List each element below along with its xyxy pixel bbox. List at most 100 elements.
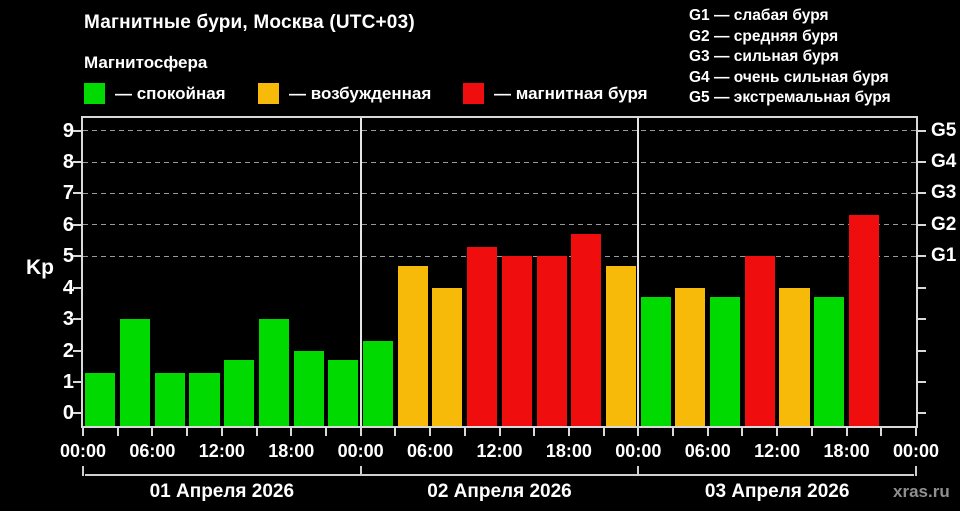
x-tick [741, 428, 744, 436]
xras-watermark: xras.ru [893, 482, 950, 501]
x-tick [394, 428, 397, 436]
g-scale-label-g2: G2 [931, 213, 957, 235]
g-scale-label-g4: G4 [931, 151, 957, 172]
kp-bar [501, 256, 532, 426]
magnetosphere-label: Магнитосфера [84, 53, 208, 72]
legend-item-quiet: — спокойная [84, 83, 226, 104]
kp-bar [224, 360, 255, 426]
day-separator [637, 118, 640, 426]
storm-scale-legend: G1 — слабая буря G2 — средняя буря G3 — си… [689, 6, 891, 109]
storm-scale-item: G5 — экстремальная буря [689, 89, 891, 107]
kp-bar [744, 256, 775, 426]
y-tick-label: 0 [62, 402, 74, 425]
gridline-kp6 [83, 224, 916, 226]
y-tick-label: 9 [62, 119, 74, 142]
kp-bar [467, 246, 498, 426]
x-tick [533, 428, 536, 436]
day-bracket-tick [637, 466, 640, 476]
x-tick [324, 428, 327, 436]
y-tick-right [917, 223, 926, 226]
y-tick-right [917, 349, 926, 352]
x-tick [637, 428, 640, 436]
y-tick-label: 6 [62, 213, 74, 236]
day-date-label: 03 Апреля 2026 [704, 481, 850, 502]
legend-item-storm: — магнитная буря [463, 83, 648, 104]
y-tick [73, 412, 82, 415]
x-tick [706, 428, 709, 436]
x-tick [116, 428, 119, 436]
y-tick-right [917, 255, 926, 258]
x-tick [255, 428, 258, 436]
time-label: 12:00 [198, 441, 245, 461]
day-bracket-tick [359, 466, 362, 476]
x-tick [602, 428, 605, 436]
kp-bar [640, 297, 671, 426]
day-bracket-tick [82, 466, 84, 476]
y-tick-label: 1 [62, 371, 74, 393]
kp-bar [120, 319, 151, 426]
time-label: 12:00 [754, 441, 801, 461]
kp-bar [675, 287, 706, 426]
x-tick [880, 428, 883, 436]
x-tick [810, 428, 813, 436]
y-tick [73, 381, 82, 383]
kp-bar [258, 319, 289, 426]
y-tick-label: 4 [62, 276, 74, 299]
y-tick-right [917, 129, 926, 132]
kp-bar [605, 265, 637, 426]
y-tick-right [917, 161, 926, 163]
y-tick [73, 318, 82, 321]
y-tick-label: 7 [62, 182, 74, 205]
time-label: 00:00 [892, 441, 940, 461]
kp-axis-label: Kp [26, 256, 54, 279]
y-tick [73, 286, 82, 289]
g-scale-label-g3: G3 [931, 182, 957, 204]
x-tick [359, 428, 362, 436]
kp-bar [710, 297, 741, 426]
y-tick-label: 3 [62, 308, 74, 331]
time-label: 06:00 [407, 441, 454, 461]
x-tick [498, 428, 501, 436]
time-label: 00:00 [615, 441, 662, 461]
legend-item-label: — возбужденная [289, 83, 432, 103]
kp-bar [189, 372, 220, 426]
y-tick-right [917, 192, 926, 195]
x-tick [845, 428, 848, 436]
storm-scale-item: G3 — сильная буря [689, 48, 839, 66]
storm-color-swatch [463, 83, 484, 104]
chart-title: Магнитные бури, Москва (UTC+03) [84, 12, 415, 33]
legend-item-label: — спокойная [115, 83, 226, 103]
excited-color-swatch [258, 83, 279, 104]
y-tick [73, 223, 82, 226]
y-tick-label: 8 [62, 151, 74, 173]
day-separator [359, 118, 362, 426]
y-tick-right [917, 412, 926, 415]
g-scale-label-g1: G1 [931, 245, 957, 267]
time-label: 00:00 [59, 441, 107, 461]
x-tick [290, 428, 293, 436]
x-tick [463, 428, 466, 436]
storm-scale-item: G2 — средняя буря [689, 27, 839, 45]
y-tick-label: 2 [62, 339, 74, 362]
x-tick [915, 428, 917, 436]
x-tick [186, 428, 189, 436]
y-tick [73, 129, 82, 132]
g-scale-label-g5: G5 [931, 119, 957, 141]
day-bracket [85, 474, 914, 476]
kp-bar [85, 372, 116, 426]
day-date-label: 02 Апреля 2026 [427, 481, 572, 502]
gridline-kp9 [83, 130, 916, 132]
kp-bar [328, 360, 359, 426]
kp-bar [397, 265, 428, 426]
magnetosphere-legend: — спокойная — возбужденная — магнитная бур… [0, 83, 960, 107]
x-tick [672, 428, 675, 436]
gridline-kp8 [83, 161, 916, 163]
time-label: 06:00 [129, 441, 176, 461]
y-tick-right [917, 381, 926, 383]
y-tick [73, 161, 82, 163]
kp-bar [848, 215, 879, 426]
storm-scale-item: G4 — очень сильная буря [689, 68, 889, 86]
time-label: 12:00 [476, 441, 523, 461]
time-label: 18:00 [823, 441, 870, 461]
day-bracket-tick [915, 466, 917, 476]
